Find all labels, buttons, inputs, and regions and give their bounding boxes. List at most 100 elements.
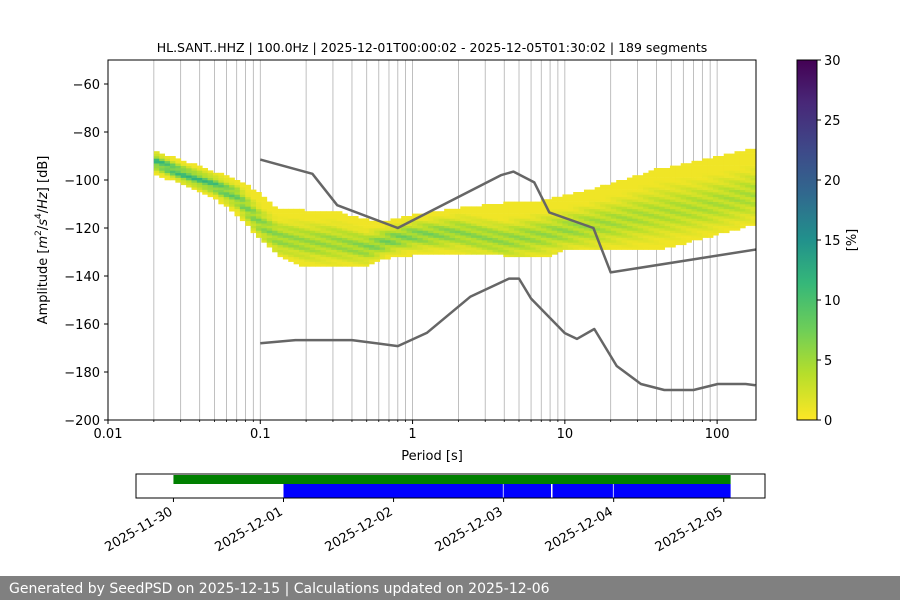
psd-cell	[465, 242, 472, 246]
psd-cell	[293, 223, 300, 226]
psd-cell	[686, 165, 692, 169]
psd-cell	[664, 194, 671, 198]
psd-cell	[524, 232, 531, 236]
psd-cell	[739, 158, 746, 162]
psd-cell	[669, 225, 676, 229]
psd-cell	[643, 240, 649, 243]
psd-cell	[449, 244, 456, 248]
psd-cell	[621, 208, 628, 212]
psd-cell	[282, 252, 289, 255]
psd-cell	[718, 175, 725, 178]
psd-cell	[255, 204, 262, 207]
psd-cell	[315, 242, 321, 246]
psd-cell	[750, 216, 756, 219]
psd-cell	[702, 223, 709, 226]
psd-cell	[696, 235, 703, 238]
psd-cell	[315, 216, 321, 219]
psd-cell	[288, 230, 295, 234]
figure: HL.SANT..HHZ | 100.0Hz | 2025-12-01T00:0…	[34, 40, 860, 555]
psd-cell	[234, 187, 241, 190]
psd-cell	[261, 204, 268, 207]
psd-cell	[745, 196, 752, 200]
psd-cell	[299, 208, 305, 212]
psd-cell	[686, 201, 692, 205]
psd-cell	[153, 168, 160, 171]
psd-cell	[390, 252, 397, 255]
psd-cell	[718, 180, 725, 183]
psd-cell	[605, 216, 612, 219]
psd-cell	[578, 240, 585, 243]
psd-cell	[659, 225, 666, 229]
psd-cell	[497, 232, 504, 236]
psd-cell	[186, 182, 192, 186]
psd-cell	[669, 213, 676, 217]
psd-cell	[626, 247, 633, 250]
psd-cell	[632, 240, 639, 243]
psd-cell	[686, 184, 692, 188]
psd-cell	[465, 230, 472, 234]
psd-cell	[535, 223, 542, 226]
psd-cell	[712, 156, 719, 159]
psd-cell	[223, 175, 230, 178]
psd-cell	[610, 206, 617, 210]
psd-cell	[643, 242, 649, 246]
psd-cell	[508, 208, 515, 212]
psd-cell	[497, 206, 504, 210]
psd-cell	[723, 201, 730, 205]
psd-cell	[261, 206, 268, 210]
psd-cell	[626, 228, 633, 231]
colorbar-tick-label: 30	[824, 54, 841, 69]
psd-cell	[573, 208, 579, 212]
psd-cell	[669, 189, 676, 193]
psd-cell	[363, 256, 370, 260]
psd-cell	[401, 240, 407, 243]
psd-cell	[374, 259, 381, 262]
psd-cell	[277, 237, 284, 241]
psd-cell	[164, 165, 171, 169]
psd-cell	[616, 240, 622, 243]
y-axis: −60−80−100−120−140−160−180−200	[64, 78, 108, 429]
psd-cell	[734, 177, 741, 181]
psd-cell	[460, 216, 467, 219]
psd-cell	[390, 249, 397, 253]
psd-cell	[557, 199, 563, 202]
psd-cell	[567, 208, 574, 212]
psd-cell	[605, 240, 612, 243]
psd-cell	[374, 252, 381, 255]
psd-cell	[358, 225, 364, 229]
psd-cell	[578, 192, 585, 195]
psd-cell	[680, 208, 687, 212]
psd-cell	[358, 223, 364, 226]
psd-cell	[342, 220, 348, 224]
psd-cell	[497, 240, 504, 243]
psd-cell	[309, 232, 316, 236]
psd-cell	[417, 235, 424, 238]
psd-cell	[540, 237, 547, 241]
psd-cell	[454, 244, 461, 248]
psd-cell	[342, 254, 348, 258]
psd-cell	[519, 247, 526, 250]
psd-cell	[600, 247, 606, 250]
psd-cell	[250, 218, 257, 222]
psd-cell	[169, 156, 176, 159]
psd-cell	[653, 247, 660, 250]
psd-cell	[551, 237, 558, 241]
psd-cell	[589, 189, 596, 193]
psd-cell	[535, 211, 542, 214]
psd-cell	[202, 177, 209, 181]
psd-cell	[325, 232, 332, 236]
psd-cell	[293, 235, 300, 238]
psd-cell	[583, 213, 590, 217]
psd-cell	[406, 223, 413, 226]
psd-cell	[530, 232, 536, 236]
psd-cell	[739, 213, 746, 217]
psd-cell	[524, 225, 531, 229]
psd-cell	[680, 240, 687, 243]
psd-cell	[331, 240, 338, 243]
psd-cell	[610, 187, 617, 190]
psd-cell	[540, 254, 547, 258]
psd-cell	[428, 220, 434, 224]
psd-cell	[390, 242, 397, 246]
psd-cell	[191, 180, 198, 183]
psd-cell	[288, 256, 295, 260]
